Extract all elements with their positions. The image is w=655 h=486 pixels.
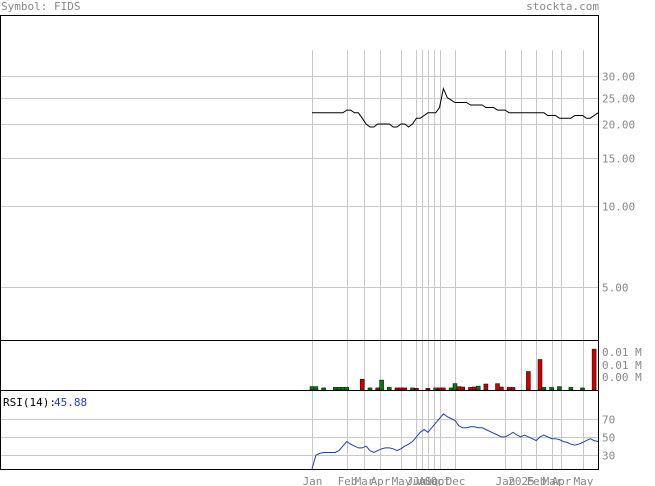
volume-bar	[456, 386, 462, 391]
rsi-tick-label: 70	[602, 414, 615, 427]
rsi-value: 45.88	[54, 396, 87, 409]
x-tick-label: Sep	[425, 475, 445, 486]
price-tick-label: 25.00	[602, 93, 635, 106]
volume-bar	[526, 371, 531, 391]
volume-tick-label: 0.01 M	[602, 359, 642, 372]
volume-bar	[506, 387, 512, 391]
symbol-label: Symbol: FIDS	[1, 0, 80, 13]
x-tick-label: Jul	[413, 475, 433, 486]
x-tick-label: 2025	[508, 475, 535, 486]
volume-bar	[321, 387, 326, 391]
price-series	[312, 86, 599, 128]
volume-bar	[340, 387, 346, 391]
volume-bar	[460, 386, 465, 391]
price-tick-label: 5.00	[602, 282, 629, 295]
volume-bar	[387, 387, 392, 391]
rsi-label: RSI(14):	[3, 396, 56, 409]
volume-bar	[541, 387, 547, 391]
volume-bar	[402, 387, 408, 391]
volume-bar	[568, 387, 574, 391]
volume-bar	[398, 387, 404, 391]
volume-bar	[549, 387, 554, 391]
price-tick-label: 20.00	[602, 119, 635, 132]
x-tick-label: Dec	[446, 475, 466, 486]
volume-bar	[495, 383, 500, 391]
rsi-line	[311, 413, 599, 470]
x-tick-label: Jan	[496, 475, 516, 486]
volume-bar	[344, 387, 350, 391]
volume-bar	[332, 387, 338, 391]
volume-bar	[425, 388, 431, 391]
volume-bar	[510, 387, 516, 391]
volume-bar	[410, 387, 415, 391]
price-tick-label: 15.00	[602, 153, 635, 166]
x-tick-label: Feb	[527, 475, 547, 486]
volume-bar	[557, 386, 562, 391]
volume-bar	[313, 386, 319, 391]
price-line	[312, 86, 599, 128]
x-tick-label: Mar	[543, 475, 563, 486]
x-tick-label: Jan	[303, 475, 323, 486]
volume-bar	[475, 385, 481, 391]
volume-tick-label: 0.01 M	[602, 346, 642, 359]
volume-bar	[448, 387, 454, 391]
volume-bar	[468, 387, 473, 391]
volume-bar	[441, 387, 446, 391]
volume-tick-label: 0.00 M	[602, 371, 642, 384]
volume-bar	[483, 383, 489, 391]
volume-bar	[336, 387, 342, 391]
volume-bar	[367, 387, 373, 391]
volume-bar	[309, 386, 315, 391]
x-tick-label: Oct	[431, 475, 451, 486]
x-tick-label: Apr	[552, 475, 572, 486]
rsi-series	[311, 413, 599, 470]
volume-bar	[375, 387, 380, 391]
x-tick-label: Mar	[355, 475, 375, 486]
grid-layer	[0, 50, 598, 469]
price-tick-label: 10.00	[602, 201, 635, 214]
volume-bar	[414, 388, 419, 391]
price-tick-label: 30.00	[602, 71, 635, 84]
rsi-tick-label: 50	[602, 432, 615, 445]
x-tick-label: Apr	[371, 475, 391, 486]
x-tick-label: Aug	[419, 475, 439, 486]
volume-bar	[379, 379, 384, 391]
volume-bar	[591, 348, 597, 391]
x-tick-label: Feb	[338, 475, 358, 486]
volume-bar	[433, 387, 438, 391]
volume-bar	[452, 383, 458, 391]
x-tick-label: May	[574, 475, 594, 486]
volume-bar	[437, 387, 442, 391]
x-tick-label: May	[392, 475, 412, 486]
volume-bar	[537, 359, 543, 391]
chart-frame	[0, 15, 599, 470]
x-tick-label: Jun	[407, 475, 427, 486]
volume-bar	[472, 386, 477, 391]
volume-bar	[359, 379, 365, 391]
volume-bar	[499, 386, 504, 391]
rsi-tick-label: 30	[602, 450, 615, 463]
site-label: stockta.com	[526, 0, 599, 13]
volume-bar	[580, 387, 585, 391]
volume-bar	[394, 387, 400, 391]
